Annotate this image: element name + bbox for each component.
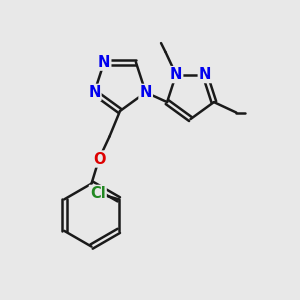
Text: N: N <box>88 85 100 100</box>
Text: N: N <box>170 67 182 82</box>
Text: N: N <box>98 55 110 70</box>
Text: N: N <box>199 67 211 82</box>
Text: N: N <box>140 85 152 100</box>
Text: Cl: Cl <box>90 186 106 201</box>
Text: O: O <box>93 152 105 166</box>
